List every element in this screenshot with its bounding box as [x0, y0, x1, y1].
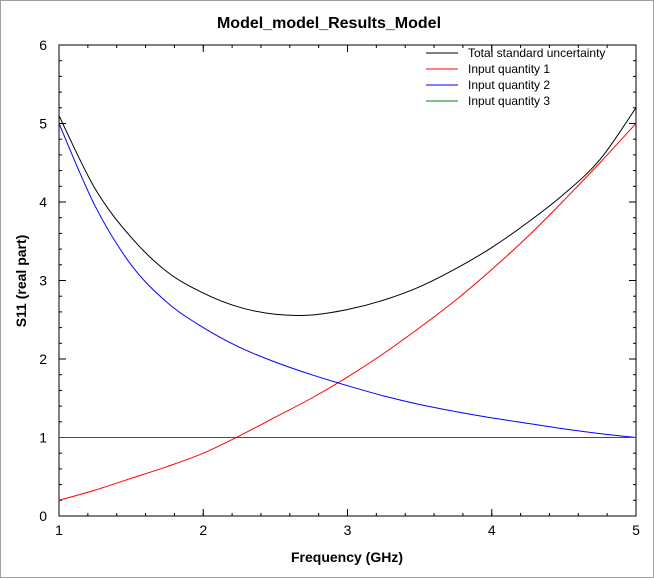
x-tick-label: 5	[632, 522, 640, 538]
series-group	[58, 107, 637, 501]
chart-title: Model_model_Results_Model	[217, 15, 441, 32]
x-tick-label: 1	[55, 522, 63, 538]
series-line-3	[58, 123, 637, 438]
y-tick-label: 6	[39, 37, 47, 53]
y-tick-label: 5	[39, 116, 47, 132]
legend-label-3: Input quantity 2	[468, 78, 550, 92]
legend-label-4: Input quantity 3	[468, 94, 550, 108]
legend-label-2: Input quantity 1	[468, 62, 550, 76]
y-tick-label: 0	[39, 508, 47, 524]
y-tick-label: 4	[39, 194, 47, 210]
y-axis-label: S11 (real part)	[13, 235, 29, 328]
x-tick-label: 2	[199, 522, 207, 538]
series-line-1	[58, 107, 637, 316]
y-tick-label: 2	[39, 351, 47, 367]
legend: Total standard uncertainty Input quantity…	[426, 46, 605, 108]
x-axis-label: Frequency (GHz)	[291, 549, 403, 565]
x-tick-label: 3	[344, 522, 352, 538]
x-tick-label: 4	[488, 522, 496, 538]
legend-label-1: Total standard uncertainty	[468, 46, 605, 60]
series-line-2	[58, 123, 637, 501]
y-tick-label: 3	[39, 273, 47, 289]
y-tick-label: 1	[39, 430, 47, 446]
plot-area	[58, 44, 637, 517]
